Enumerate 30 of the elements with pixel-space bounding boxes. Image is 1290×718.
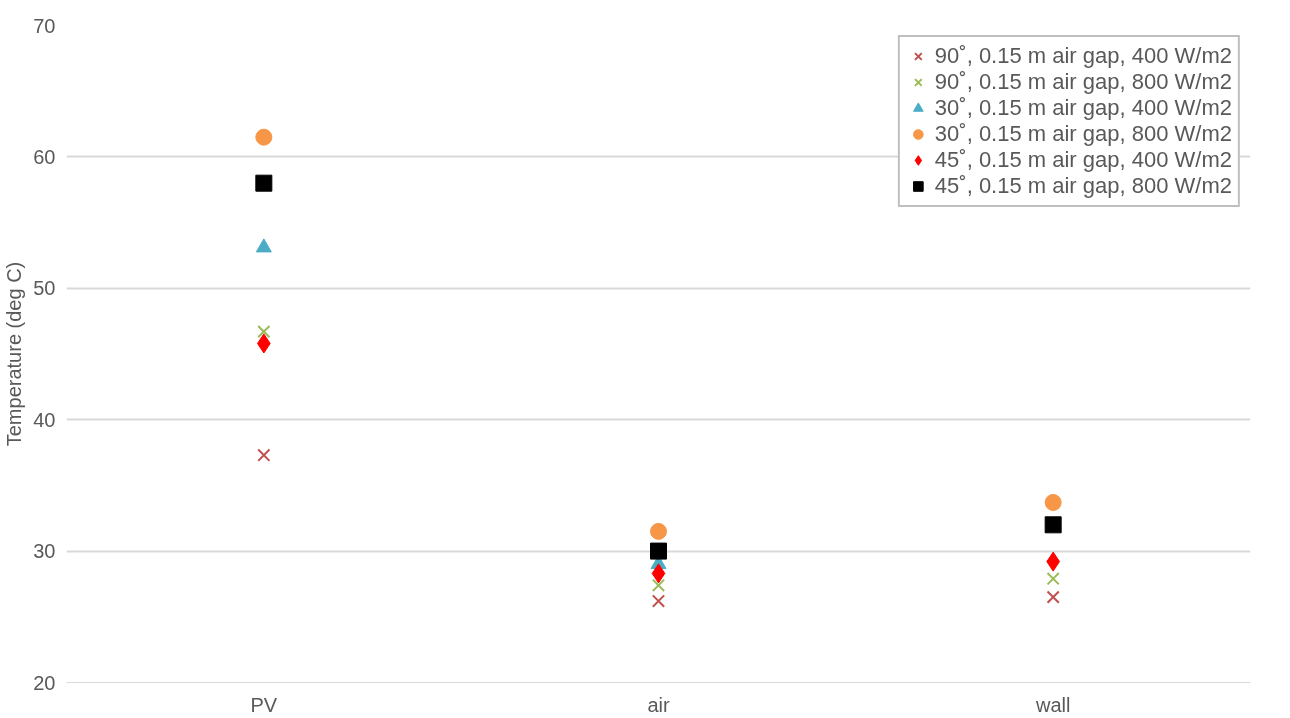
y-tick-label: 70 xyxy=(33,14,56,37)
legend-label: 90˚, 0.15 m air gap, 400 W/m2 xyxy=(934,43,1232,69)
point xyxy=(1044,494,1062,511)
point xyxy=(651,563,666,584)
point xyxy=(650,522,667,540)
point xyxy=(1046,572,1060,586)
legend-label: 45˚, 0.15 m air gap, 800 W/m2 xyxy=(934,173,1232,199)
y-tick-label: 40 xyxy=(33,408,56,431)
y-axis-title: Temperature (deg C) xyxy=(3,261,26,447)
legend-label: 30˚, 0.15 m air gap, 800 W/m2 xyxy=(934,121,1232,147)
y-tick-label: 30 xyxy=(33,540,56,563)
legend-label: 45˚, 0.15 m air gap, 400 W/m2 xyxy=(934,147,1232,173)
point xyxy=(651,578,666,592)
legend-label: 90˚, 0.15 m air gap, 800 W/m2 xyxy=(934,69,1232,95)
y-tick-label: 60 xyxy=(33,145,56,168)
legend-label: 30˚, 0.15 m air gap, 400 W/m2 xyxy=(934,95,1232,121)
x-tick-label: wall xyxy=(1034,693,1071,716)
point xyxy=(255,238,272,253)
point xyxy=(650,542,667,560)
x-tick-label: PV xyxy=(250,693,278,716)
point xyxy=(651,594,666,608)
y-tick-label: 50 xyxy=(33,277,56,300)
point xyxy=(257,448,271,462)
x-tick-label: air xyxy=(647,693,670,716)
point xyxy=(1046,590,1060,604)
point xyxy=(1044,516,1062,534)
point xyxy=(255,174,273,192)
y-tick-label: 20 xyxy=(33,671,56,694)
point xyxy=(257,325,271,339)
point xyxy=(255,128,273,146)
